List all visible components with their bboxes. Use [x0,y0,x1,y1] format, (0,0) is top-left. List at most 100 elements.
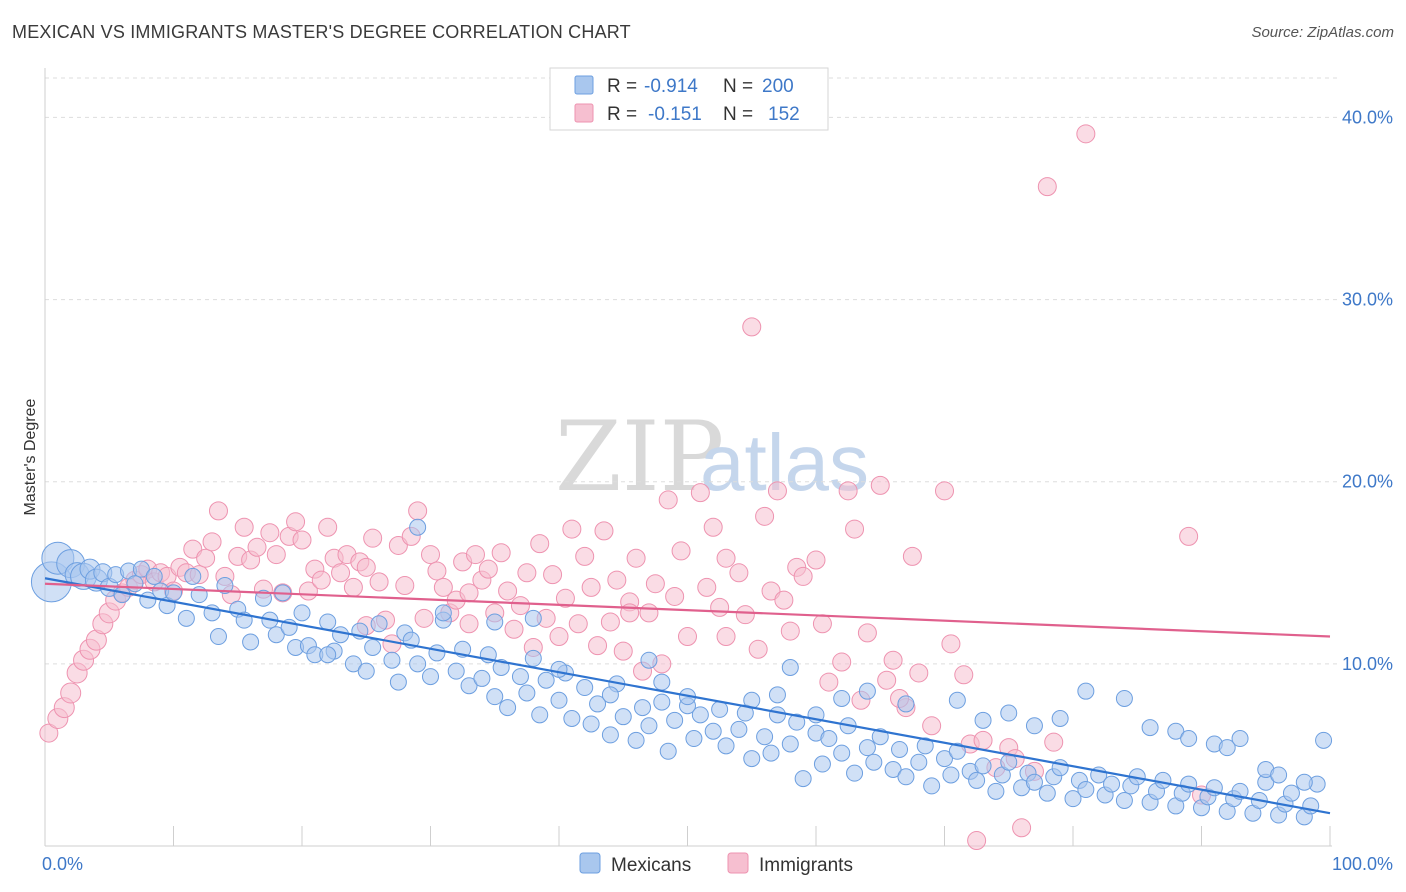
immigrants-point [812,614,832,634]
mexicans-point [781,735,799,753]
immigrants-point [465,545,485,565]
immigrants-point [793,566,813,586]
mexicans-point [550,691,568,709]
mexicans-point [1315,731,1333,749]
legend-mexicans-n-value: 200 [762,76,794,97]
mexicans-point [132,560,150,578]
immigrants-point [459,583,479,603]
mexicans-point [1282,784,1300,802]
mexicans-point [846,764,864,782]
immigrants-point [575,546,595,566]
immigrants-point [857,623,877,643]
immigrants-point [1037,177,1057,197]
mexicans-point [473,669,491,687]
immigrants-point [967,831,987,851]
mexicans-point [910,753,928,771]
immigrants-point [286,512,306,532]
mexicans-point [916,737,934,755]
immigrants-point [767,481,787,501]
immigrants-trend-line [44,582,1331,638]
y-tick-label: 40.0% [1342,107,1393,127]
immigrants-point [697,577,717,597]
mexicans-points [30,518,1333,826]
mexicans-point [576,679,594,697]
mexicans-point [974,711,992,729]
mexicans-point [1115,689,1133,707]
mexicans-point [691,706,709,724]
immigrants-point [459,614,479,634]
immigrants-point [549,627,569,647]
mexicans-point [1064,790,1082,808]
mexicans-point [1167,722,1185,740]
mexicans-point [1270,766,1288,784]
mexicans-point [614,708,632,726]
mexicans-point [794,770,812,788]
immigrants-point [729,563,749,583]
mexicans-point [254,589,272,607]
immigrants-point [433,577,453,597]
bottom-legend-immigrants: Immigrants [759,855,853,876]
mexicans-point [428,644,446,662]
y-tick-label: 10.0% [1342,654,1393,674]
immigrants-point [202,532,222,552]
immigrants-point [716,548,736,568]
mexicans-point [666,711,684,729]
immigrants-point [414,608,434,628]
immigrants-point [292,530,312,550]
mexicans-point [319,613,337,631]
immigrants-point [690,483,710,503]
immigrants-point [388,535,408,555]
mexicans-point [486,688,504,706]
mexicans-point [768,706,786,724]
mexicans-point [659,742,677,760]
immigrants-point [331,563,351,583]
immigrants-point [902,546,922,566]
mexicans-point [897,768,915,786]
immigrants-point [742,317,762,337]
immigrants-point [581,577,601,597]
immigrants-point [395,576,415,596]
mexicans-point [524,609,542,627]
mexicans-point [1025,773,1043,791]
mexicans-point [126,575,144,593]
bottom-legend-swatch-immigrants [727,852,749,874]
mexicans-point [833,744,851,762]
mexicans-point [319,646,337,664]
immigrants-point [491,543,511,563]
immigrants-point [845,519,865,539]
mexicans-point [113,586,131,604]
mexicans-point [820,730,838,748]
mexicans-point [184,567,202,585]
mexicans-point [948,691,966,709]
mexicans-point [216,577,234,595]
immigrants-point [39,723,59,743]
legend-mexicans-n-label: N = [723,76,753,97]
chart-title: MEXICAN VS IMMIGRANTS MASTER'S DEGREE CO… [12,22,631,42]
immigrants-point [755,506,775,526]
mexicans-point [711,700,729,718]
immigrants-point [183,539,203,559]
mexicans-point [1038,784,1056,802]
mexicans-point [267,626,285,644]
immigrants-point [678,627,697,647]
mexicans-point [383,651,401,669]
mexicans-point [332,626,350,644]
immigrants-point [735,605,755,625]
mexicans-point [518,684,536,702]
y-tick-label: 20.0% [1342,472,1393,492]
legend-swatch-immigrants [574,103,594,123]
immigrants-point [266,545,286,565]
mexicans-point [1295,773,1313,791]
mexicans-point [1115,791,1133,809]
mexicans-point [177,609,195,627]
immigrants-point [806,550,826,570]
immigrants-point [658,490,678,510]
immigrants-point [780,621,800,641]
mexicans-point [1051,710,1069,727]
immigrants-point [517,563,537,583]
immigrants-point [665,586,685,606]
immigrants-point [543,565,563,585]
immigrants-point [774,590,794,610]
mexicans-point [942,766,960,784]
